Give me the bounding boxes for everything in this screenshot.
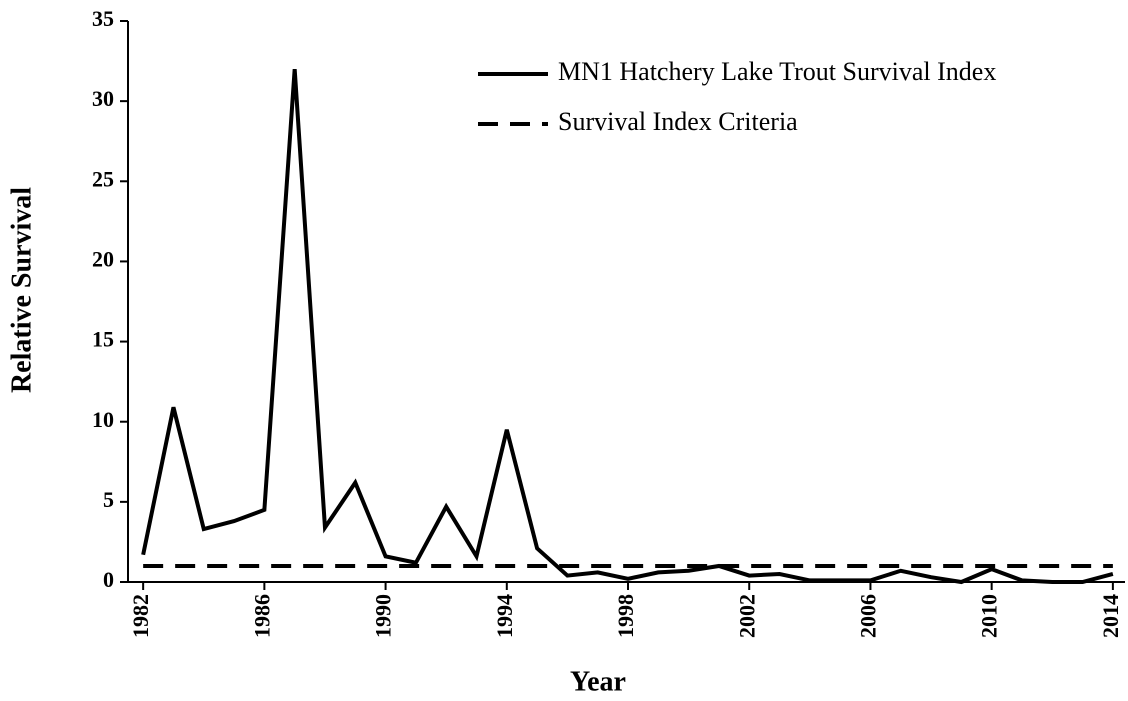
x-tick-label: 2006 [855, 594, 880, 638]
x-tick-label: 1990 [371, 594, 396, 638]
y-tick-label: 35 [92, 6, 114, 31]
y-tick-label: 30 [92, 86, 114, 111]
x-tick-label: 1982 [128, 594, 153, 638]
x-tick-label: 1998 [613, 594, 638, 638]
x-tick-label: 2010 [977, 594, 1002, 638]
y-tick-label: 10 [92, 407, 114, 432]
y-tick-label: 0 [103, 567, 114, 592]
y-tick-label: 20 [92, 246, 114, 271]
y-tick-label: 5 [103, 487, 114, 512]
x-tick-label: 1986 [249, 594, 274, 638]
series-line [141, 68, 1114, 585]
x-axis-label: Year [570, 666, 626, 697]
x-tick-label: 2014 [1098, 594, 1123, 638]
x-tick-label: 2002 [734, 594, 759, 638]
x-tick-label: 1994 [492, 594, 517, 638]
legend-label: MN1 Hatchery Lake Trout Survival Index [558, 57, 996, 86]
y-tick-label: 25 [92, 166, 114, 191]
legend-label: Survival Index Criteria [558, 107, 798, 136]
y-axis-label: Relative Survival [6, 187, 37, 393]
y-tick-label: 15 [92, 327, 114, 352]
